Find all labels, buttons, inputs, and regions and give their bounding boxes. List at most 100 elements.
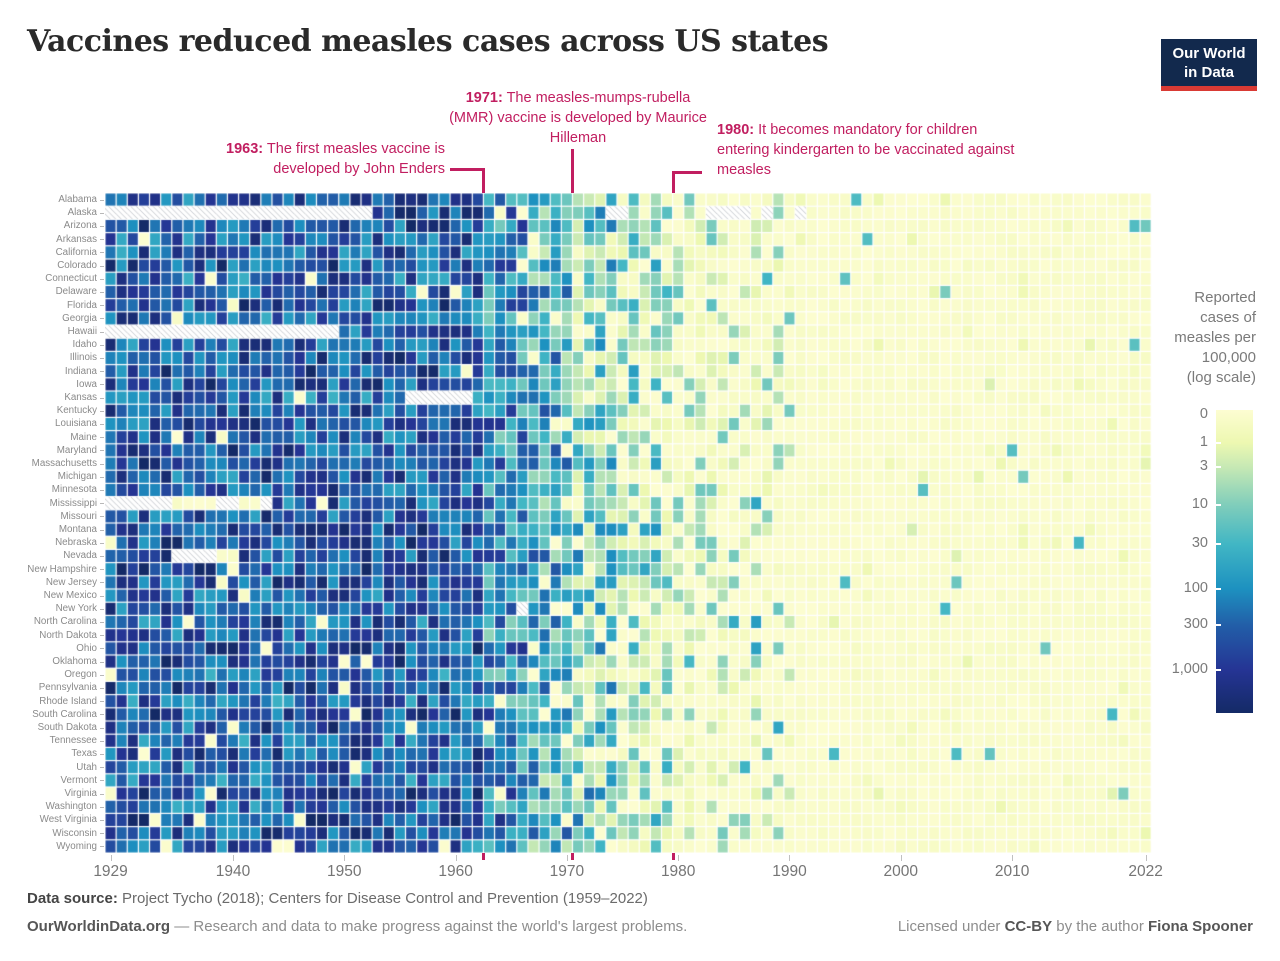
data-source-note: Data source: Project Tycho (2018); Cente…: [27, 890, 648, 907]
year-label: 1990: [772, 863, 807, 880]
state-tick: [100, 595, 104, 597]
state-label: North Carolina: [33, 616, 97, 628]
year-label: 2000: [883, 863, 919, 880]
state-tick: [100, 463, 104, 465]
state-tick: [100, 529, 104, 531]
license-note: Licensed under CC-BY by the author Fiona…: [897, 918, 1253, 935]
state-tick: [100, 622, 104, 623]
owid-logo: Our World in Data: [1161, 39, 1257, 91]
legend-tick-label: 3: [1199, 457, 1208, 474]
state-tick: [100, 740, 104, 742]
year-tick: [455, 855, 457, 861]
state-tick: [100, 661, 104, 663]
year-label: 2022: [1128, 863, 1163, 880]
year-tick: [232, 855, 234, 861]
owid-logo-line1: Our World: [1172, 45, 1246, 62]
state-label: Minnesota: [51, 484, 97, 496]
state-label: North Dakota: [39, 629, 97, 641]
state-tick: [100, 305, 104, 307]
state-label: Rhode Island: [39, 695, 97, 707]
state-tick: [100, 833, 104, 835]
state-label: Florida: [67, 299, 97, 311]
year-tick: [566, 855, 568, 861]
legend-tick-mark: [1216, 669, 1221, 672]
state-tick: [100, 384, 104, 386]
state-label: Nebraska: [55, 537, 97, 549]
owid-tagline: OurWorldinData.org — Research and data t…: [27, 918, 688, 935]
year-label: 1970: [549, 863, 585, 880]
legend-tick-mark: [1216, 587, 1221, 590]
state-label: Hawaii: [67, 326, 97, 337]
state-tick: [100, 846, 104, 848]
heatmap-canvas[interactable]: [105, 193, 1152, 853]
legend-tick-mark: [1216, 504, 1221, 507]
state-label: Maine: [70, 431, 97, 443]
state-label: Michigan: [57, 471, 97, 483]
state-label: Louisiana: [55, 418, 97, 430]
state-tick: [100, 199, 104, 201]
state-label: Virginia: [64, 788, 98, 799]
state-tick: [100, 318, 104, 320]
state-label: South Dakota: [37, 722, 97, 733]
state-tick: [100, 437, 104, 439]
year-label: 1960: [438, 863, 473, 880]
state-label: Alaska: [67, 207, 97, 219]
state-label: Arizona: [63, 220, 97, 232]
year-tick: [900, 855, 902, 861]
state-tick: [100, 820, 104, 821]
state-tick: [100, 542, 104, 544]
state-label: New Hampshire: [27, 563, 97, 575]
state-label: Kentucky: [56, 405, 97, 417]
state-label: Massachusetts: [31, 458, 97, 469]
state-tick: [100, 608, 104, 610]
state-label: Illinois: [69, 352, 97, 364]
state-tick: [100, 265, 104, 267]
state-label: Kansas: [64, 392, 97, 403]
state-label: Georgia: [62, 312, 97, 324]
legend-tick-mark: [1216, 465, 1221, 468]
state-tick: [100, 688, 104, 689]
state-tick: [100, 358, 104, 359]
state-label: Maryland: [56, 444, 97, 456]
state-label: New Mexico: [43, 590, 97, 601]
state-label: Iowa: [76, 378, 97, 390]
state-tick: [100, 476, 104, 478]
legend-tick-label: 1: [1199, 433, 1208, 450]
state-label: Missouri: [60, 510, 97, 522]
state-tick: [100, 714, 104, 716]
state-tick: [100, 212, 104, 214]
year-tick: [1145, 855, 1147, 861]
year-label: 2010: [994, 863, 1030, 880]
state-tick: [100, 490, 104, 491]
state-tick: [100, 410, 104, 412]
annotation-1971: 1971: The measles-mumps-rubella (MMR) va…: [449, 90, 707, 146]
state-tick: [100, 239, 104, 241]
year-label: 1940: [215, 863, 251, 880]
annotation-connector-1980: [671, 171, 702, 174]
legend-tick-label: 100: [1183, 579, 1208, 596]
state-tick: [100, 569, 104, 571]
state-tick: [100, 397, 104, 399]
state-tick: [100, 252, 104, 254]
legend-title: Reported cases of measles per 100,000 (l…: [1174, 289, 1256, 386]
state-label: Indiana: [64, 365, 97, 377]
state-tick: [100, 754, 104, 755]
legend-tick-label: 30: [1191, 535, 1208, 552]
state-tick: [100, 424, 104, 425]
year-tick: [1012, 855, 1014, 861]
year-tick: [678, 855, 680, 861]
legend-tick-mark: [1216, 543, 1221, 546]
legend-tick-label: 1,000: [1171, 661, 1208, 678]
state-tick: [100, 674, 104, 676]
year-tick: [110, 855, 112, 861]
year-label: 1950: [327, 863, 362, 880]
owid-logo-line2: in Data: [1183, 64, 1234, 81]
state-label: Oregon: [64, 669, 97, 681]
state-label: Oklahoma: [52, 656, 97, 667]
state-label: Utah: [76, 761, 97, 773]
state-tick: [100, 292, 104, 293]
state-label: Washington: [45, 801, 97, 813]
annotation-connector-1963: [450, 168, 484, 171]
state-label: Arkansas: [56, 233, 97, 245]
